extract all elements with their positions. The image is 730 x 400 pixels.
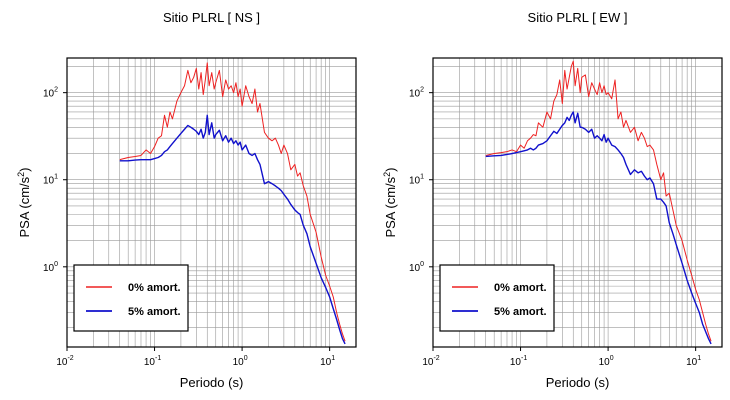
legend-box bbox=[439, 264, 555, 332]
x-tick-label: 101 bbox=[686, 355, 701, 368]
y-tick-label: 102 bbox=[43, 87, 58, 100]
y-axis-label: PSA (cm/s2) bbox=[382, 167, 398, 237]
grid bbox=[67, 58, 356, 347]
series-line-amort-0 bbox=[485, 60, 712, 342]
y-tick-label: 100 bbox=[43, 261, 58, 274]
x-tick-label: 10-1 bbox=[510, 355, 527, 368]
legend: 0% amort. 5% amort. bbox=[439, 264, 555, 332]
y-tick-label: 101 bbox=[409, 174, 424, 187]
series-line-amort-5 bbox=[485, 111, 712, 345]
y-tick-label: 102 bbox=[409, 87, 424, 100]
legend-label-amort-0: 0% amort. bbox=[494, 282, 547, 294]
legend-label-amort-5: 5% amort. bbox=[494, 306, 547, 318]
x-tick-label: 10-2 bbox=[56, 355, 73, 368]
chart-title: Sitio PLRL [ NS ] bbox=[163, 10, 260, 25]
series-line-amort-0 bbox=[119, 62, 346, 342]
y-tick-label: 100 bbox=[409, 261, 424, 274]
chart-panel-ew: 10-2 10-1 100 101 100 101 102 Sitio PLRL [ EW ]… bbox=[382, 10, 723, 390]
x-axis-label: Periodo (s) bbox=[180, 375, 244, 390]
legend-box bbox=[73, 264, 189, 332]
series-line-amort-5 bbox=[119, 114, 346, 345]
chart-panel-ns: 10-2 10-1 100 101 100 101 102 Sitio PLRL [ NS ]… bbox=[16, 10, 357, 390]
x-tick-label: 100 bbox=[599, 355, 614, 368]
x-axis-label: Periodo (s) bbox=[546, 375, 610, 390]
x-tick-label: 100 bbox=[233, 355, 248, 368]
x-tick-label: 101 bbox=[320, 355, 335, 368]
y-tick-label: 101 bbox=[43, 174, 58, 187]
legend-label-amort-5: 5% amort. bbox=[128, 306, 181, 318]
x-tick-label: 10-2 bbox=[422, 355, 439, 368]
legend: 0% amort. 5% amort. bbox=[73, 264, 189, 332]
x-tick-label: 10-1 bbox=[144, 355, 161, 368]
legend-label-amort-0: 0% amort. bbox=[128, 282, 181, 294]
chart-title: Sitio PLRL [ EW ] bbox=[528, 10, 628, 25]
plot-frame bbox=[66, 57, 357, 348]
y-axis-label: PSA (cm/s2) bbox=[16, 167, 32, 237]
plot-frame bbox=[432, 57, 723, 348]
